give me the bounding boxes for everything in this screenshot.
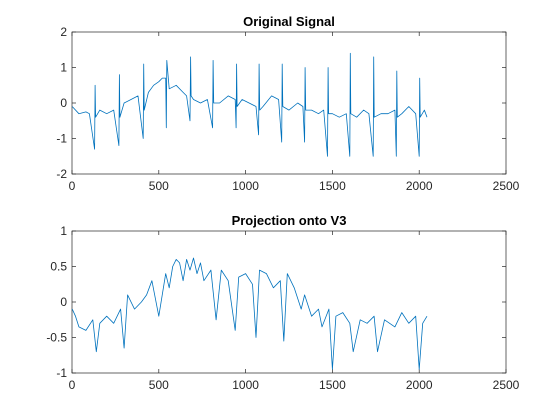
subplot-top: Original Signal 0 500 1000 1500 2000 2500 -2 -1… bbox=[56, 14, 519, 193]
y-tick-label: 0 bbox=[60, 295, 67, 309]
chart-title-bottom: Projection onto V3 bbox=[232, 213, 347, 228]
y-tick-label: -2 bbox=[56, 167, 67, 181]
y-tick-label: -1 bbox=[56, 366, 67, 380]
series-line-top bbox=[71, 52, 428, 157]
x-tick-label: 500 bbox=[149, 179, 169, 193]
x-tick-label: 0 bbox=[69, 179, 76, 193]
y-tick-label: -1 bbox=[56, 132, 67, 146]
x-tick-label: 1000 bbox=[232, 179, 259, 193]
y-tick-label: 1 bbox=[60, 224, 67, 238]
y-tick-label: 0.5 bbox=[50, 260, 67, 274]
plot-area-top bbox=[71, 31, 507, 175]
x-tick-label: 0 bbox=[69, 378, 76, 392]
plot-area-bottom bbox=[71, 230, 507, 374]
y-tick-label: 1 bbox=[60, 61, 67, 75]
x-tick-label: 1500 bbox=[319, 378, 346, 392]
y-tick-label: -0.5 bbox=[46, 331, 67, 345]
x-tick-label: 2500 bbox=[493, 378, 520, 392]
chart-title-top: Original Signal bbox=[243, 14, 335, 29]
x-tick-label: 2500 bbox=[493, 179, 520, 193]
tick-group-bottom: 0 500 1000 1500 2000 2500 -1 -0.5 0 0.5 1 bbox=[46, 224, 519, 392]
subplot-bottom: Projection onto V3 0 500 1000 1500 2000 2500 -… bbox=[46, 213, 519, 392]
x-tick-label: 500 bbox=[149, 378, 169, 392]
y-tick-label: 2 bbox=[60, 25, 67, 39]
series-line-bottom bbox=[71, 257, 428, 370]
x-tick-label: 1000 bbox=[232, 378, 259, 392]
x-tick-label: 1500 bbox=[319, 179, 346, 193]
y-tick-label: 0 bbox=[60, 96, 67, 110]
tick-group-top: 0 500 1000 1500 2000 2500 -2 -1 0 1 2 bbox=[56, 25, 519, 193]
x-tick-label: 2000 bbox=[406, 179, 433, 193]
x-tick-label: 2000 bbox=[406, 378, 433, 392]
